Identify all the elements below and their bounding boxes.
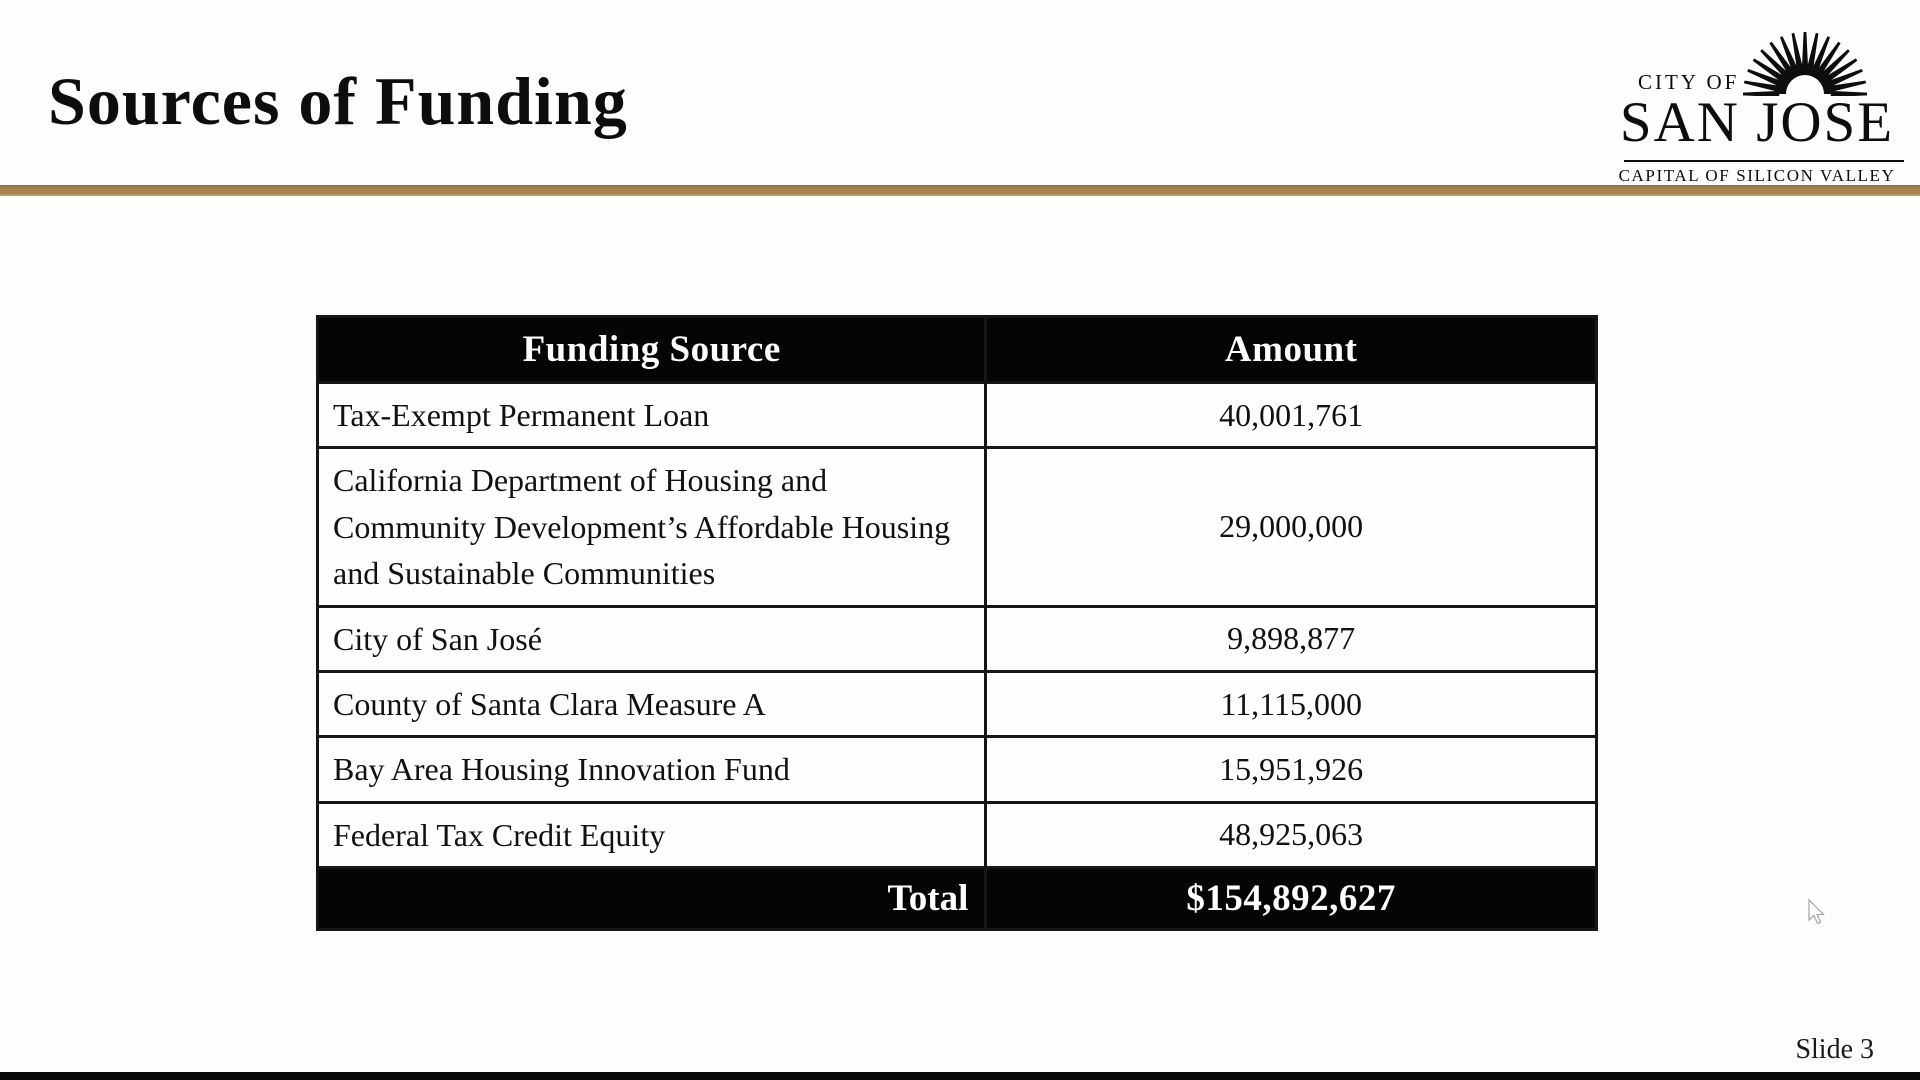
amount-cell: 9,898,877 <box>984 604 1598 673</box>
logo-san-jose-text: SAN JOSE <box>1619 91 1895 154</box>
table-row: County of Santa Clara Measure A 11,115,0… <box>315 669 1598 739</box>
funding-source-cell: City of San José <box>315 604 988 673</box>
amount-cell: 29,000,000 <box>984 446 1598 608</box>
logo-city-of-text: CITY OF <box>1638 70 1740 94</box>
slide-number: Slide 3 <box>1795 1034 1874 1065</box>
funding-table: Funding Source Amount Tax-Exempt Permane… <box>315 315 1598 932</box>
table-total-row: Total $154,892,627 <box>315 866 1598 932</box>
mouse-cursor <box>1808 898 1825 925</box>
sunburst-icon <box>1743 32 1867 96</box>
amount-cell: 15,951,926 <box>984 735 1598 804</box>
logo-underline <box>1624 160 1904 162</box>
san-jose-logo: CITY OF SAN JOSE CAPITAL OF SILICON VALL… <box>1606 14 1908 185</box>
column-header-funding-source: Funding Source <box>315 315 988 384</box>
total-label-cell: Total <box>315 866 988 932</box>
funding-source-cell: Tax-Exempt Permanent Loan <box>315 380 988 450</box>
table-row: California Department of Housing and Com… <box>315 446 1598 608</box>
table-row: Bay Area Housing Innovation Fund 15,951,… <box>315 735 1598 804</box>
table-row: Tax-Exempt Permanent Loan 40,001,761 <box>315 380 1598 450</box>
table-header-row: Funding Source Amount <box>315 315 1598 384</box>
total-amount-cell: $154,892,627 <box>984 866 1598 932</box>
amount-cell: 48,925,063 <box>984 800 1598 870</box>
funding-source-cell: California Department of Housing and Com… <box>315 446 988 608</box>
logo-tagline-text: CAPITAL OF SILICON VALLEY <box>1618 166 1896 185</box>
funding-source-cell: Federal Tax Credit Equity <box>315 800 988 870</box>
header-divider <box>0 185 1920 196</box>
amount-cell: 11,115,000 <box>984 669 1598 739</box>
column-header-amount: Amount <box>984 315 1598 384</box>
funding-source-cell: Bay Area Housing Innovation Fund <box>315 735 988 804</box>
table-row: City of San José 9,898,877 <box>315 604 1598 673</box>
page-title: Sources of Funding <box>48 63 628 139</box>
amount-cell: 40,001,761 <box>984 380 1598 450</box>
bottom-screen-bar <box>0 1072 1920 1080</box>
table-row: Federal Tax Credit Equity 48,925,063 <box>315 800 1598 870</box>
funding-source-cell: County of Santa Clara Measure A <box>315 669 988 739</box>
